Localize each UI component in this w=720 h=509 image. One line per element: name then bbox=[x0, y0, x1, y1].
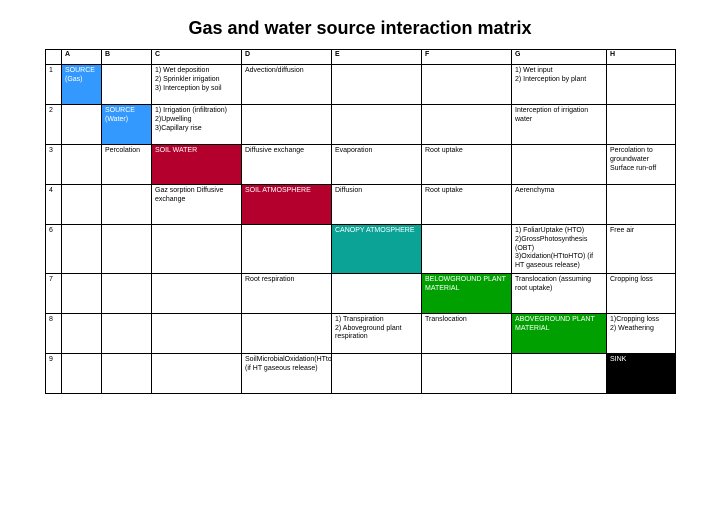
cell: Cropping loss bbox=[607, 273, 676, 313]
cell bbox=[512, 145, 607, 185]
cell bbox=[332, 353, 422, 393]
col-H: H bbox=[607, 50, 676, 65]
cell bbox=[242, 313, 332, 353]
cell: Interception of irrigation water bbox=[512, 105, 607, 145]
cell: Aerenchyma bbox=[512, 185, 607, 225]
cell bbox=[102, 273, 152, 313]
row-8: 8 1) Transpiration2) Aboveground plant r… bbox=[46, 313, 676, 353]
row-4: 4 Gaz sorption Diffusive exchange SOIL A… bbox=[46, 185, 676, 225]
cell: 1) Wet deposition2) Sprinkler irrigation… bbox=[152, 65, 242, 105]
header-row: A B C D E F G H bbox=[46, 50, 676, 65]
cell bbox=[512, 353, 607, 393]
cell: 1) FoliarUptake (HTO)2)GrossPhotosynthes… bbox=[512, 225, 607, 274]
cell: Gaz sorption Diffusive exchange bbox=[152, 185, 242, 225]
cell: Root uptake bbox=[422, 145, 512, 185]
cell-source-gas: SOURCE (Gas) bbox=[62, 65, 102, 105]
cell: SoilMicrobialOxidation(HTtoHTO) (if HT g… bbox=[242, 353, 332, 393]
cell bbox=[152, 225, 242, 274]
row-idx: 3 bbox=[46, 145, 62, 185]
cell-aboveground-plant: ABOVEGROUND PLANT MATERIAL bbox=[512, 313, 607, 353]
cell: Root uptake bbox=[422, 185, 512, 225]
col-B: B bbox=[102, 50, 152, 65]
row-idx: 7 bbox=[46, 273, 62, 313]
cell bbox=[607, 105, 676, 145]
col-E: E bbox=[332, 50, 422, 65]
cell: Translocation (assuming root uptake) bbox=[512, 273, 607, 313]
matrix-wrap: A B C D E F G H 1 SOURCE (Gas) 1) Wet de… bbox=[45, 49, 675, 394]
row-idx: 1 bbox=[46, 65, 62, 105]
cell bbox=[332, 105, 422, 145]
cell bbox=[102, 313, 152, 353]
col-F: F bbox=[422, 50, 512, 65]
row-idx: 9 bbox=[46, 353, 62, 393]
row-7: 7 Root respiration BELOWGROUND PLANT MAT… bbox=[46, 273, 676, 313]
cell bbox=[607, 65, 676, 105]
row-9: 9 SoilMicrobialOxidation(HTtoHTO) (if HT… bbox=[46, 353, 676, 393]
cell: Diffusive exchange bbox=[242, 145, 332, 185]
cell bbox=[242, 105, 332, 145]
cell-soil-atmosphere: SOIL ATMOSPHERE bbox=[242, 185, 332, 225]
row-2: 2 SOURCE (Water) 1) Irrigation (infiltra… bbox=[46, 105, 676, 145]
cell bbox=[62, 313, 102, 353]
cell: Evaporation bbox=[332, 145, 422, 185]
cell: 1)Cropping loss2) Weathering bbox=[607, 313, 676, 353]
cell bbox=[422, 105, 512, 145]
cell: Advection/diffusion bbox=[242, 65, 332, 105]
cell bbox=[102, 65, 152, 105]
cell bbox=[102, 353, 152, 393]
cell bbox=[102, 185, 152, 225]
cell bbox=[242, 225, 332, 274]
col-C: C bbox=[152, 50, 242, 65]
cell: Diffusion bbox=[332, 185, 422, 225]
row-6: 6 CANOPY ATMOSPHERE 1) FoliarUptake (HTO… bbox=[46, 225, 676, 274]
cell bbox=[152, 353, 242, 393]
cell bbox=[62, 105, 102, 145]
cell bbox=[332, 65, 422, 105]
row-3: 3 Percolation SOIL WATER Diffusive excha… bbox=[46, 145, 676, 185]
cell bbox=[62, 145, 102, 185]
cell: Free air bbox=[607, 225, 676, 274]
cell: Translocation bbox=[422, 313, 512, 353]
cell: Percolation bbox=[102, 145, 152, 185]
col-A: A bbox=[62, 50, 102, 65]
cell bbox=[102, 225, 152, 274]
cell-soil-water: SOIL WATER bbox=[152, 145, 242, 185]
row-idx: 2 bbox=[46, 105, 62, 145]
cell bbox=[332, 273, 422, 313]
cell: Root respiration bbox=[242, 273, 332, 313]
interaction-matrix: A B C D E F G H 1 SOURCE (Gas) 1) Wet de… bbox=[45, 49, 676, 394]
cell: 1) Transpiration2) Aboveground plant res… bbox=[332, 313, 422, 353]
cell bbox=[422, 225, 512, 274]
cell bbox=[422, 353, 512, 393]
cell-sink: SINK bbox=[607, 353, 676, 393]
cell bbox=[607, 185, 676, 225]
cell bbox=[62, 225, 102, 274]
corner-cell bbox=[46, 50, 62, 65]
cell bbox=[62, 185, 102, 225]
row-idx: 8 bbox=[46, 313, 62, 353]
row-idx: 4 bbox=[46, 185, 62, 225]
cell: Percolation to groundwater Surface run-o… bbox=[607, 145, 676, 185]
cell: 1) Wet input2) Interception by plant bbox=[512, 65, 607, 105]
cell-belowground-plant: BELOWGROUND PLANT MATERIAL bbox=[422, 273, 512, 313]
cell bbox=[422, 65, 512, 105]
row-1: 1 SOURCE (Gas) 1) Wet deposition2) Sprin… bbox=[46, 65, 676, 105]
cell: 1) Irrigation (infiltration)2)Upwelling3… bbox=[152, 105, 242, 145]
cell bbox=[62, 273, 102, 313]
col-D: D bbox=[242, 50, 332, 65]
cell bbox=[62, 353, 102, 393]
cell bbox=[152, 273, 242, 313]
col-G: G bbox=[512, 50, 607, 65]
cell bbox=[152, 313, 242, 353]
cell-canopy-atmosphere: CANOPY ATMOSPHERE bbox=[332, 225, 422, 274]
cell-source-water: SOURCE (Water) bbox=[102, 105, 152, 145]
page-title: Gas and water source interaction matrix bbox=[0, 18, 720, 39]
row-idx: 6 bbox=[46, 225, 62, 274]
